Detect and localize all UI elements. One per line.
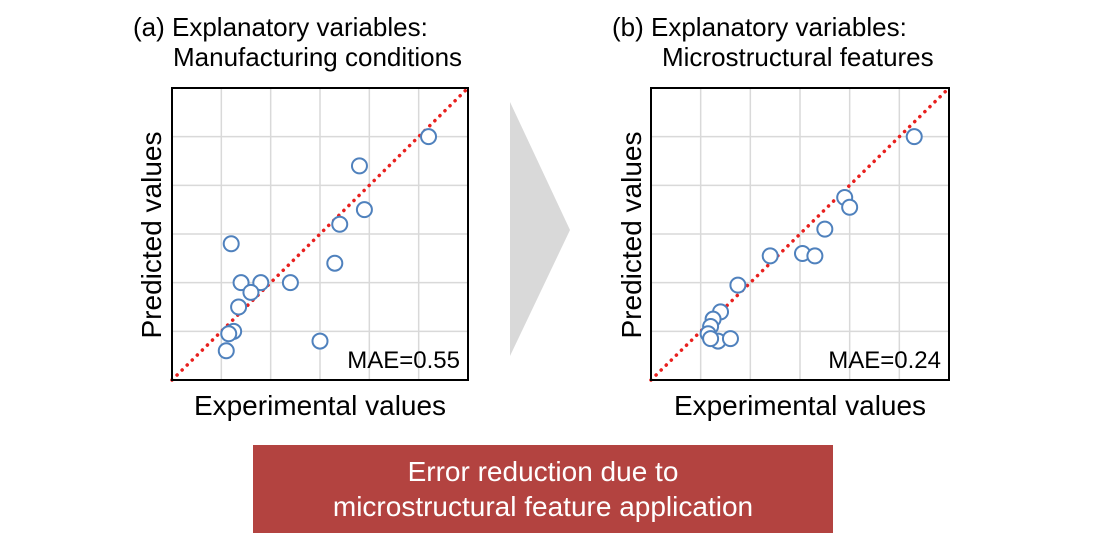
mae-annotation: MAE=0.55 [347, 347, 460, 374]
mae-annotation: MAE=0.24 [828, 347, 941, 374]
data-point [806, 247, 824, 265]
data-point [702, 330, 720, 348]
data-point [350, 157, 368, 175]
data-point [242, 283, 260, 301]
data-point [816, 220, 834, 238]
data-point [232, 274, 250, 292]
data-point [222, 235, 240, 253]
data-point [905, 128, 923, 146]
chart-b-xlabel: Experimental values [673, 390, 927, 421]
plot-frame [650, 87, 950, 381]
data-point [281, 274, 299, 292]
right-arrow-shape [510, 102, 570, 356]
right-arrow-icon [510, 102, 570, 356]
chart-b-title: (b) Explanatory variables: Microstructur… [612, 12, 934, 72]
chart-a-title-line2: Manufacturing conditions [173, 42, 463, 72]
chart-a-xlabel: Experimental values [193, 390, 447, 421]
data-point [721, 330, 739, 348]
data-point [230, 298, 248, 316]
chart-a-title: (a) Explanatory variables: Manufacturing… [133, 12, 462, 72]
plot-frame [171, 87, 469, 381]
data-point [220, 325, 238, 343]
conclusion-banner: Error reduction due to microstructural f… [253, 445, 833, 533]
data-point [311, 332, 329, 350]
chart-b-plot: MAE=0.24 [649, 86, 951, 382]
data-point [355, 201, 373, 219]
banner-line1: Error reduction due to [407, 456, 679, 487]
data-point [761, 247, 779, 265]
chart-b-title-line2: Microstructural features [662, 42, 934, 72]
chart-b-title-line1: (b) Explanatory variables: [612, 12, 907, 42]
chart-a-ylabel: Predicted values [136, 131, 167, 339]
chart-b-ylabel: Predicted values [616, 131, 647, 339]
data-point [326, 254, 344, 272]
data-point [217, 342, 235, 360]
banner-line2: microstructural feature application [332, 491, 754, 522]
data-point [729, 276, 747, 294]
chart-a-title-line1: (a) Explanatory variables: [133, 12, 428, 42]
data-point [331, 215, 349, 233]
data-point [841, 198, 859, 216]
data-point [420, 128, 438, 146]
data-point [252, 274, 270, 292]
chart-a-plot: MAE=0.55 [170, 86, 470, 382]
